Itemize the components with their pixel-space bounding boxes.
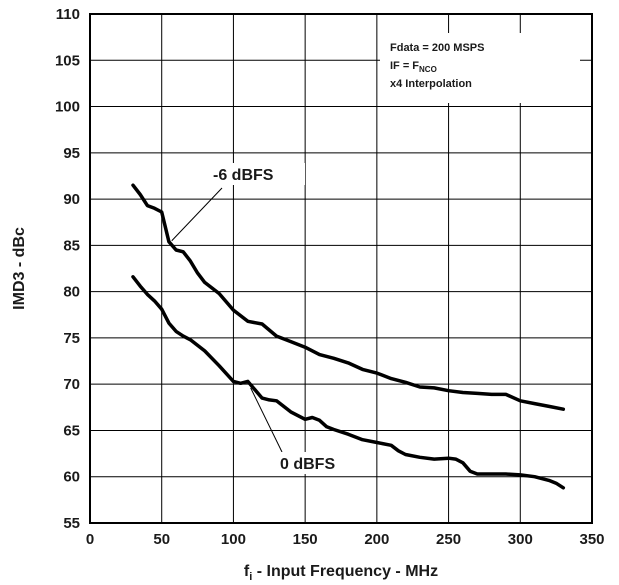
x-axis-title-rest: - Input Frequency - MHz bbox=[252, 563, 438, 580]
x-tick-label: 200 bbox=[364, 531, 389, 548]
x-axis-title-sub: i bbox=[249, 571, 252, 583]
series-callout-label: 0 dBFS bbox=[280, 456, 335, 473]
x-tick-label: 350 bbox=[579, 531, 604, 548]
condition-data-rate: Fdata = 200 MSPS bbox=[390, 42, 484, 54]
series-line bbox=[131, 275, 566, 490]
x-tick-label: 300 bbox=[508, 531, 533, 548]
y-tick-label: 75 bbox=[63, 330, 80, 347]
y-tick-label: 60 bbox=[63, 469, 80, 486]
condition-if-sub: NCO bbox=[419, 65, 437, 74]
y-tick-label: 65 bbox=[63, 422, 80, 439]
x-axis-title-main: f bbox=[244, 563, 250, 580]
y-axis-title: IMD3 - dBc bbox=[11, 227, 28, 310]
y-tick-label: 85 bbox=[63, 237, 80, 254]
x-tick-label: 150 bbox=[293, 531, 318, 548]
condition-interpolation: x4 Interpolation bbox=[390, 78, 472, 90]
y-tick-label: 105 bbox=[55, 52, 80, 69]
x-tick-label: 50 bbox=[153, 531, 170, 548]
conditions-box bbox=[380, 33, 580, 103]
condition-if-main: IF = F bbox=[390, 60, 419, 72]
series-callout-leader bbox=[250, 387, 283, 453]
y-tick-label: 100 bbox=[55, 99, 80, 116]
plot-frame bbox=[89, 13, 593, 524]
series-line bbox=[131, 183, 566, 411]
y-tick-label: 95 bbox=[63, 145, 80, 162]
y-tick-label: 90 bbox=[63, 191, 80, 208]
y-tick-label: 70 bbox=[63, 376, 80, 393]
tick-labels: 0 50 100 150 200 250 300 350 55 60 65 70 75 80 85 90 95 1… bbox=[55, 6, 605, 548]
x-axis-title: fi - Input Frequency - MHz bbox=[244, 563, 438, 583]
x-tick-label: 0 bbox=[86, 531, 94, 548]
series-callout-background bbox=[276, 452, 356, 474]
y-tick-label: 80 bbox=[63, 284, 80, 301]
condition-if: IF = FNCO bbox=[390, 60, 437, 74]
y-tick-label: 110 bbox=[56, 6, 80, 23]
x-tick-label: 250 bbox=[436, 531, 461, 548]
series-lines bbox=[131, 183, 566, 490]
series-callout-background bbox=[209, 163, 305, 185]
y-tick-label: 55 bbox=[63, 515, 80, 532]
series-callout-leader bbox=[171, 187, 223, 242]
series-callout-label: -6 dBFS bbox=[213, 167, 274, 184]
x-tick-label: 100 bbox=[221, 531, 246, 548]
